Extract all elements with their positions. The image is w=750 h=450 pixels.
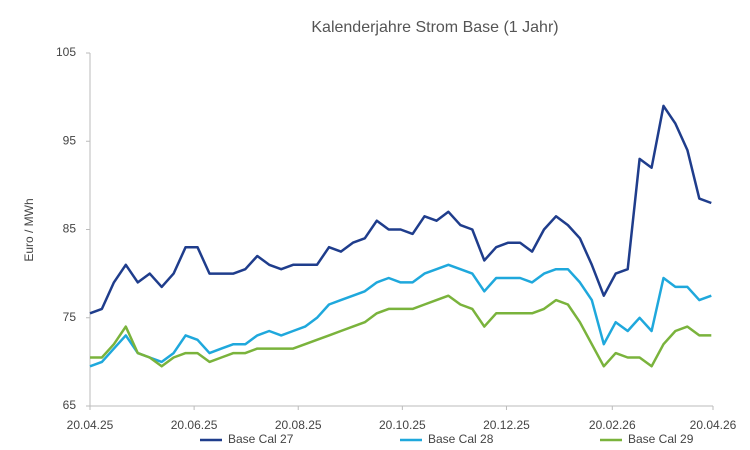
legend-label: Base Cal 28 (428, 432, 494, 446)
x-tick-label: 20.06.25 (171, 418, 218, 432)
legend-label: Base Cal 29 (628, 432, 694, 446)
x-tick-label: 20.12.25 (483, 418, 530, 432)
series-line (90, 294, 712, 368)
series-line (89, 104, 712, 315)
x-tick-label: 20.04.25 (67, 418, 114, 432)
y-tick-label: 85 (63, 222, 77, 236)
series-line (89, 263, 712, 368)
legend-label: Base Cal 27 (228, 432, 294, 446)
y-axis-label: Euro / MWh (22, 198, 36, 261)
y-tick-label: 95 (63, 133, 77, 147)
y-tick-label: 65 (63, 398, 77, 412)
x-tick-label: 20.08.25 (275, 418, 322, 432)
y-tick-label: 75 (63, 310, 77, 324)
y-tick-label: 105 (56, 45, 76, 59)
chart-title: Kalenderjahre Strom Base (1 Jahr) (311, 19, 558, 36)
x-tick-label: 20.10.25 (379, 418, 426, 432)
x-tick-label: 20.02.26 (589, 418, 636, 432)
x-tick-label: 20.04.26 (690, 418, 737, 432)
